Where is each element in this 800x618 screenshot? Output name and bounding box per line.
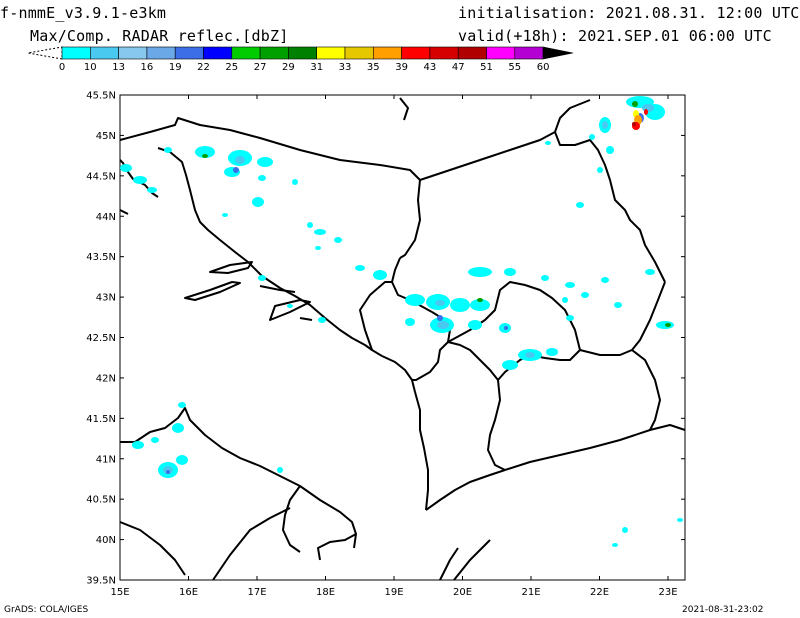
colorbar-swatch — [316, 46, 346, 60]
longitude-label: 20E — [453, 587, 472, 598]
radar-echoes — [120, 96, 683, 547]
colorbar-label: 35 — [367, 62, 380, 73]
latitude-labels: 45.5N 45N 44.5N 44N 43.5N 43N 42.5N 42N 41.5N 41N… — [86, 91, 685, 587]
colorbar-under-arrow — [27, 46, 63, 60]
latitude-label: 40N — [96, 535, 116, 546]
colorbar-label: 39 — [395, 62, 408, 73]
colorbar-label: 31 — [310, 62, 323, 73]
colorbar-label: 27 — [254, 62, 267, 73]
latitude-label: 44.5N — [86, 171, 116, 182]
colorbar-swatch — [457, 46, 487, 60]
plot-timestamp: 2021-08-31-23:02 — [682, 605, 764, 615]
colorbar-swatch — [118, 46, 148, 60]
longitude-label: 22E — [590, 587, 609, 598]
latitude-label: 44N — [96, 212, 116, 223]
colorbar-swatch — [429, 46, 459, 60]
colorbar-label: 0 — [59, 62, 65, 73]
colorbar-swatch — [259, 46, 289, 60]
colorbar-label: 47 — [452, 62, 465, 73]
field-title: Max/Comp. RADAR reflec.[dbZ] — [30, 27, 289, 45]
colorbar-over-arrow — [542, 46, 574, 60]
map-frame — [119, 94, 686, 581]
colorbar-swatch — [174, 46, 204, 60]
colorbar-label: 55 — [508, 62, 521, 73]
latitude-label: 39.5N — [86, 576, 116, 587]
coastlines — [119, 147, 459, 581]
longitude-label: 23E — [658, 587, 677, 598]
latitude-label: 45N — [96, 131, 116, 142]
colorbar-label: 60 — [537, 62, 550, 73]
colorbar-swatch — [486, 46, 516, 60]
colorbar-label: 43 — [424, 62, 437, 73]
latitude-label: 42N — [96, 373, 116, 384]
colorbar-swatch — [231, 46, 261, 60]
latitude-label: 40.5N — [86, 495, 116, 506]
colorbar-swatch — [514, 46, 544, 60]
latitude-label: 41N — [96, 454, 116, 465]
colorbar-swatch — [90, 46, 119, 60]
colorbar: 0 10 13 16 19 22 25 27 29 31 33 35 39 43 47 51 55 60 — [27, 46, 574, 73]
longitude-label: 19E — [384, 587, 403, 598]
longitude-label: 21E — [521, 587, 540, 598]
initialisation-time: initialisation: 2021.08.31. 12:00 UTC — [458, 4, 800, 22]
colorbar-swatch — [372, 46, 402, 60]
colorbar-label: 16 — [141, 62, 154, 73]
longitude-label: 18E — [316, 587, 335, 598]
colorbar-label: 22 — [197, 62, 210, 73]
colorbar-label: 25 — [225, 62, 238, 73]
colorbar-label: 19 — [169, 62, 182, 73]
longitude-label: 16E — [179, 587, 198, 598]
colorbar-swatch — [146, 46, 176, 60]
colorbar-swatch — [61, 46, 91, 60]
colorbar-label: 13 — [112, 62, 125, 73]
colorbar-swatch — [203, 46, 233, 60]
latitude-label: 42.5N — [86, 333, 116, 344]
colorbar-swatch — [288, 46, 317, 60]
colorbar-swatch — [344, 46, 374, 60]
longitude-label: 17E — [247, 587, 266, 598]
colorbar-swatch — [401, 46, 431, 60]
longitude-labels: 15E 16E 17E 18E 19E 20E 21E 22E 23E — [110, 95, 678, 598]
colorbar-label: 51 — [480, 62, 493, 73]
latitude-label: 43.5N — [86, 252, 116, 263]
colorbar-label: 10 — [84, 62, 97, 73]
colorbar-label: 29 — [282, 62, 295, 73]
longitude-label: 15E — [110, 587, 129, 598]
grads-credit: GrADS: COLA/IGES — [4, 605, 89, 615]
model-title: f-nmmE_v3.9.1-e3km — [0, 4, 167, 22]
latitude-label: 41.5N — [86, 414, 116, 425]
country-borders — [119, 97, 686, 581]
latitude-label: 43N — [96, 293, 116, 304]
valid-time: valid(+18h): 2021.SEP.01 06:00 UTC — [458, 27, 772, 45]
latitude-label: 45.5N — [86, 91, 116, 102]
colorbar-label: 33 — [339, 62, 352, 73]
